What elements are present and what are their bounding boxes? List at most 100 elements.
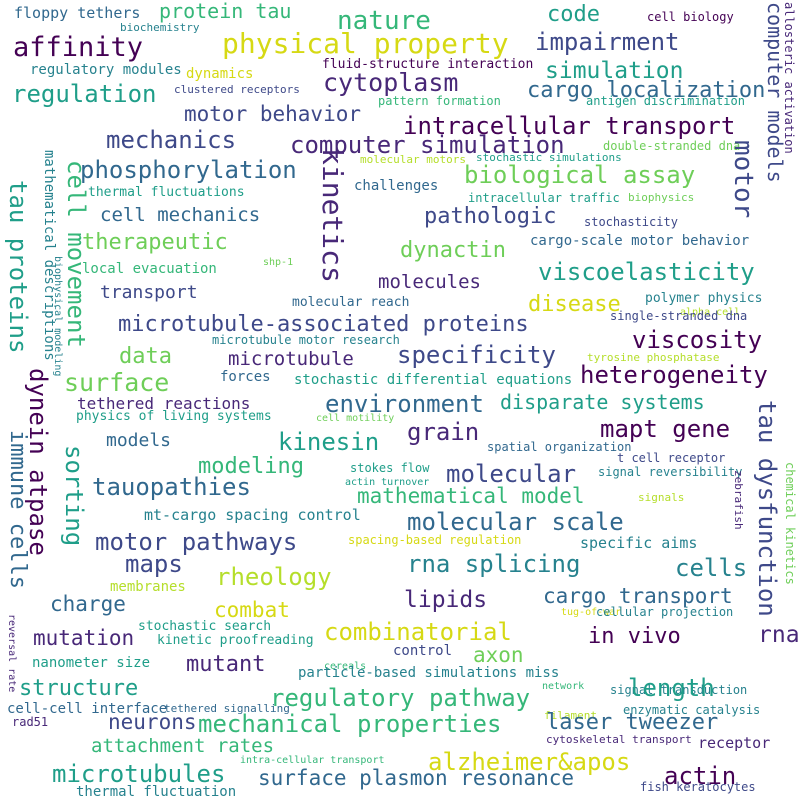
word-cloud-term: attachment rates bbox=[91, 735, 275, 757]
word-cloud-term: viscosity bbox=[632, 326, 763, 354]
word-cloud-term: lipids bbox=[404, 587, 488, 613]
word-cloud-term: antigen discrimination bbox=[586, 94, 745, 108]
word-cloud-term: models bbox=[106, 430, 172, 451]
word-cloud-term: sorting bbox=[60, 445, 88, 547]
word-cloud-term: grain bbox=[407, 418, 480, 446]
word-cloud-term: molecular scale bbox=[407, 508, 624, 536]
word-cloud-term: therapeutic bbox=[82, 230, 228, 255]
word-cloud-term: stochastic simulations bbox=[476, 151, 622, 164]
word-cloud-term: pattern formation bbox=[378, 94, 501, 108]
word-cloud-term: specific aims bbox=[580, 534, 698, 552]
word-cloud-term: combinatorial bbox=[324, 618, 512, 646]
word-cloud-term: cytoplasm bbox=[323, 68, 459, 97]
word-cloud-term: regulatory modules bbox=[30, 62, 182, 78]
word-cloud-term: membranes bbox=[110, 579, 186, 595]
word-cloud-term: local evacuation bbox=[82, 261, 217, 277]
word-cloud-term: thermal fluctuation bbox=[76, 784, 237, 800]
word-cloud-term: tau proteins bbox=[4, 180, 32, 354]
word-cloud-term: cell-cell interface bbox=[7, 701, 168, 717]
word-cloud-term: spatial organization bbox=[487, 440, 632, 454]
word-cloud-term: cells bbox=[675, 554, 748, 582]
word-cloud-term: rheology bbox=[216, 563, 332, 591]
word-cloud-term: disease bbox=[528, 292, 621, 317]
word-cloud-term: signal transduction bbox=[610, 683, 748, 697]
word-cloud-term: disparate systems bbox=[500, 390, 705, 414]
word-cloud-term: allosteric activation bbox=[782, 2, 796, 154]
word-cloud-term: cell movement bbox=[62, 160, 90, 348]
word-cloud-term: single-stranded dna bbox=[610, 309, 748, 323]
word-cloud-term: pathologic bbox=[424, 204, 557, 229]
word-cloud-term: nanometer size bbox=[32, 655, 151, 671]
word-cloud-term: cereals bbox=[324, 661, 367, 672]
word-cloud-term: mutant bbox=[186, 652, 266, 677]
word-cloud-term: heterogeneity bbox=[580, 361, 768, 389]
word-cloud-term: kinetics bbox=[316, 148, 349, 283]
word-cloud-term: stokes flow bbox=[350, 461, 430, 475]
word-cloud-term: simulation bbox=[545, 58, 684, 84]
word-cloud-term: signal reversibility bbox=[598, 465, 743, 479]
word-cloud-term: alzheimer&apos bbox=[428, 748, 631, 776]
word-cloud-term: enzymatic catalysis bbox=[623, 703, 761, 717]
word-cloud-term: charge bbox=[50, 592, 126, 616]
word-cloud-term: axon bbox=[473, 643, 524, 667]
word-cloud-term: impairment bbox=[535, 28, 680, 56]
word-cloud-term: chemical kinetics bbox=[783, 462, 797, 585]
word-cloud-term: motor pathways bbox=[95, 528, 298, 556]
word-cloud-term: polymer physics bbox=[645, 291, 763, 306]
word-cloud-term: length bbox=[628, 674, 715, 702]
word-cloud-term: intra-cellular transport bbox=[240, 755, 385, 766]
word-cloud-term: cell biology bbox=[647, 10, 734, 24]
word-cloud-term: tethered reactions bbox=[77, 394, 251, 413]
word-cloud-term: microtubule bbox=[228, 348, 354, 370]
word-cloud-term: motor behavior bbox=[184, 102, 362, 126]
word-cloud-term: physics of living systems bbox=[76, 409, 272, 424]
word-cloud-term: cytoskeletal transport bbox=[546, 733, 692, 746]
word-cloud-term: specificity bbox=[397, 341, 556, 369]
word-cloud-term: biophysics bbox=[628, 191, 695, 204]
word-cloud-term: combat bbox=[214, 598, 290, 622]
word-cloud-term: actin turnover bbox=[345, 477, 430, 488]
word-cloud-term: molecular motors bbox=[360, 153, 466, 166]
word-cloud-term: microtubule-associated proteins bbox=[118, 312, 529, 337]
word-cloud-term: cargo transport bbox=[543, 584, 733, 608]
word-cloud-term: cell motility bbox=[316, 413, 395, 424]
word-cloud-term: data bbox=[119, 344, 172, 369]
word-cloud-term: mutation bbox=[33, 626, 135, 650]
word-cloud-term: stochasticity bbox=[584, 215, 678, 229]
word-cloud-term: cargo-scale motor behavior bbox=[530, 233, 750, 249]
word-cloud-term: maps bbox=[125, 550, 183, 578]
word-cloud-term: clustered receptors bbox=[174, 83, 300, 96]
word-cloud-term: phosphorylation bbox=[80, 156, 297, 184]
word-cloud-term: rna splicing bbox=[407, 550, 581, 578]
word-cloud-term: fish keratocytes bbox=[640, 780, 756, 794]
word-cloud-term: transport bbox=[100, 282, 198, 303]
word-cloud-term: molecular bbox=[446, 460, 577, 488]
word-cloud-term: physical property bbox=[222, 27, 509, 60]
word-cloud-term: cargo localization bbox=[527, 78, 766, 103]
word-cloud-term: viscoelasticity bbox=[538, 258, 755, 286]
word-cloud-term: affinity bbox=[13, 32, 144, 63]
word-cloud-term: code bbox=[547, 2, 600, 27]
word-cloud-term: in vivo bbox=[588, 624, 681, 649]
word-cloud-term: challenges bbox=[354, 178, 439, 194]
word-cloud-term: dynactin bbox=[400, 238, 506, 263]
word-cloud-term: modeling bbox=[198, 454, 304, 479]
word-cloud-term: rad51 bbox=[12, 715, 49, 729]
word-cloud-term: tug-of-war bbox=[561, 607, 622, 618]
word-cloud-term: shp-1 bbox=[263, 257, 294, 268]
word-cloud-term: tauopathies bbox=[92, 473, 251, 501]
word-cloud-term: network bbox=[542, 681, 585, 692]
word-cloud-term: immune cells bbox=[5, 430, 30, 589]
word-cloud-term: tethered signalling bbox=[164, 702, 290, 715]
word-cloud-term: forces bbox=[220, 369, 271, 385]
word-cloud-term: zebrafish bbox=[732, 470, 745, 530]
word-cloud-term: structure bbox=[19, 676, 139, 701]
word-cloud-term: kinetic proofreading bbox=[157, 633, 314, 648]
word-cloud-term: mt-cargo spacing control bbox=[144, 506, 361, 524]
word-cloud-term: tyrosine phosphatase bbox=[587, 351, 720, 364]
word-cloud-term: microtubules bbox=[52, 760, 226, 788]
word-cloud-term: signals bbox=[638, 491, 685, 504]
word-cloud-term: biophysical modeling bbox=[52, 256, 63, 377]
word-cloud-term: mechanics bbox=[106, 126, 237, 154]
